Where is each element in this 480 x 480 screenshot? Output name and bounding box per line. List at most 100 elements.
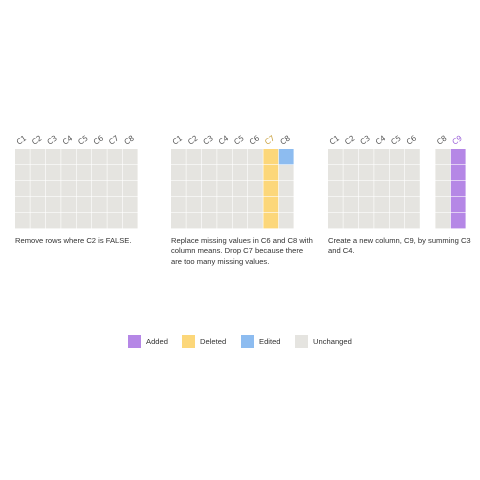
panel-1-cell-c1-r3 [15,181,30,197]
panel-3-cell-c6-r3 [405,181,420,197]
panel-2-header-c2: C2 [186,133,200,146]
panel-3-cell-c6-r2 [405,165,420,181]
panel-3-cell-c3-r4 [358,197,374,213]
panel-3-cell-c9-r2 [450,165,466,181]
panel-2-cell-c2-r2 [186,165,202,181]
panel-1-cell-c7-r1 [107,149,123,165]
panel-3-cell-c8-r3 [435,181,451,197]
panel-3-cell-c5-r4 [389,197,405,213]
panel-1-cell-c6-r1 [92,149,107,165]
panel-3-header-c8: C8 [435,133,449,146]
panel-2-cell-c3-r2 [201,165,217,181]
panel-1-cell-c2-r1 [30,149,46,165]
panel-1-cell-c7-r2 [107,165,123,181]
panel-1-cell-c3-r4 [45,197,61,213]
panel-3-cell-c6-r1 [405,149,420,165]
panel-1-cell-c5-r5 [76,213,92,229]
panel-1-grid: C1 C2 C3 C4 C5 C6 C7 C8 [15,133,138,229]
panel-3-cell-c9-r3 [450,181,466,197]
panel-2-cell-c7-r3 [263,181,279,197]
panel-3-cell-c5-r3 [389,181,405,197]
panel-3-cell-c4-r3 [374,181,389,197]
panel-3-cell-c4-r1 [374,149,389,165]
panel-2-cell-c5-r1 [232,149,248,165]
panel-1-cell-c2-r3 [30,181,46,197]
panel-3-cell-c6-r4 [405,197,420,213]
panel-1-cell-c2-r5 [30,213,46,229]
panel-2-cell-c1-r5 [171,213,186,229]
panel-2-cell-c3-r1 [201,149,217,165]
panel-2-cell-c7-r4 [263,197,279,213]
panel-1-cell-c8-r5 [122,213,138,229]
panel-3-cell-c5-r1 [389,149,405,165]
panel-3-cell-c1-r3 [328,181,343,197]
panel-2-cell-c8-r5 [278,213,294,229]
legend-label-added: Added [146,336,168,346]
panel-3-header-c2: C2 [343,133,357,146]
panel-2-cell-c1-r2 [171,165,186,181]
panel-1-cell-c1-r5 [15,213,30,229]
panel-2-header-c3: C3 [201,133,215,146]
panel-2-cell-c7-r2 [263,165,279,181]
panel-1-cell-c7-r5 [107,213,123,229]
panel-2-cell-c2-r1 [186,149,202,165]
panel-3-cell-c3-r2 [358,165,374,181]
panel-3-cell-c4-r2 [374,165,389,181]
panel-1-header-c1: C1 [15,133,29,146]
panel-1-cell-c8-r3 [122,181,138,197]
panel-2-cell-c5-r3 [232,181,248,197]
panel-1-cell-c3-r5 [45,213,61,229]
panel-3-cell-c3-r5 [358,213,374,229]
panel-3-cell-c9-r4 [450,197,466,213]
panel-3-cell-c9-r5 [450,213,466,229]
panel-2-cell-c6-r4 [248,197,263,213]
panel-1-cell-c8-r1 [122,149,138,165]
panel-1-cell-c3-r1 [45,149,61,165]
panel-3-cell-c5-r5 [389,213,405,229]
panel-2-header-c8: C8 [278,133,292,146]
panel-2-cell-c3-r3 [201,181,217,197]
panel-2-grid: C1 C2 C3 C4 C5 C6 C7 C8 [171,133,294,229]
panel-3-header-c1: C1 [328,133,342,146]
panel-1-cell-c1-r1 [15,149,30,165]
panel-1-header-c7: C7 [107,133,121,146]
panel-2-cell-c2-r4 [186,197,202,213]
panel-2-cell-c1-r4 [171,197,186,213]
panel-1-header-c2: C2 [30,133,44,146]
legend-label-edited: Edited [259,336,281,346]
panel-1-cell-c6-r3 [92,181,107,197]
panel-1-cell-c2-r4 [30,197,46,213]
panel-3-cell-c2-r1 [343,149,359,165]
panel-2-cell-c7-r5 [263,213,279,229]
panel-3-cell-c5-r2 [389,165,405,181]
panel-2-cell-c6-r5 [248,213,263,229]
panel-1-cell-c3-r2 [45,165,61,181]
panel-2-header-c7: C7 [263,133,277,146]
legend-item-edited: Edited [241,333,281,349]
panel-1-cell-c5-r1 [76,149,92,165]
panel-1-cell-c1-r2 [15,165,30,181]
panel-3-cell-c1-r5 [328,213,343,229]
panel-1-cell-c4-r4 [61,197,76,213]
panel-2-cell-c6-r2 [248,165,263,181]
panel-1-cell-c5-r4 [76,197,92,213]
legend-label-unchanged: Unchanged [313,336,352,346]
panel-2-cell-c6-r3 [248,181,263,197]
panel-1-header-c4: C4 [61,133,75,146]
panel-3-header-c9: C9 [450,133,464,146]
panel-3-cell-c2-r5 [343,213,359,229]
legend: Added Deleted Edited Unchanged [0,333,480,349]
panel-1-cell-c8-r2 [122,165,138,181]
panel-3-cell-c2-r2 [343,165,359,181]
panel-1-cell-c5-r3 [76,181,92,197]
panel-2-cell-c4-r2 [217,165,232,181]
panel-3-cell-c2-r4 [343,197,359,213]
panel-3-header-c4: C4 [374,133,388,146]
panel-1-cell-c6-r2 [92,165,107,181]
panel-3-cell-c9-r1 [450,149,466,165]
panel-1-cell-c6-r4 [92,197,107,213]
panel-2-cell-c7-r1 [263,149,279,165]
legend-swatch-added [128,334,141,348]
panel-2-header-c6: C6 [248,133,262,146]
panel-1-cell-c5-r2 [76,165,92,181]
